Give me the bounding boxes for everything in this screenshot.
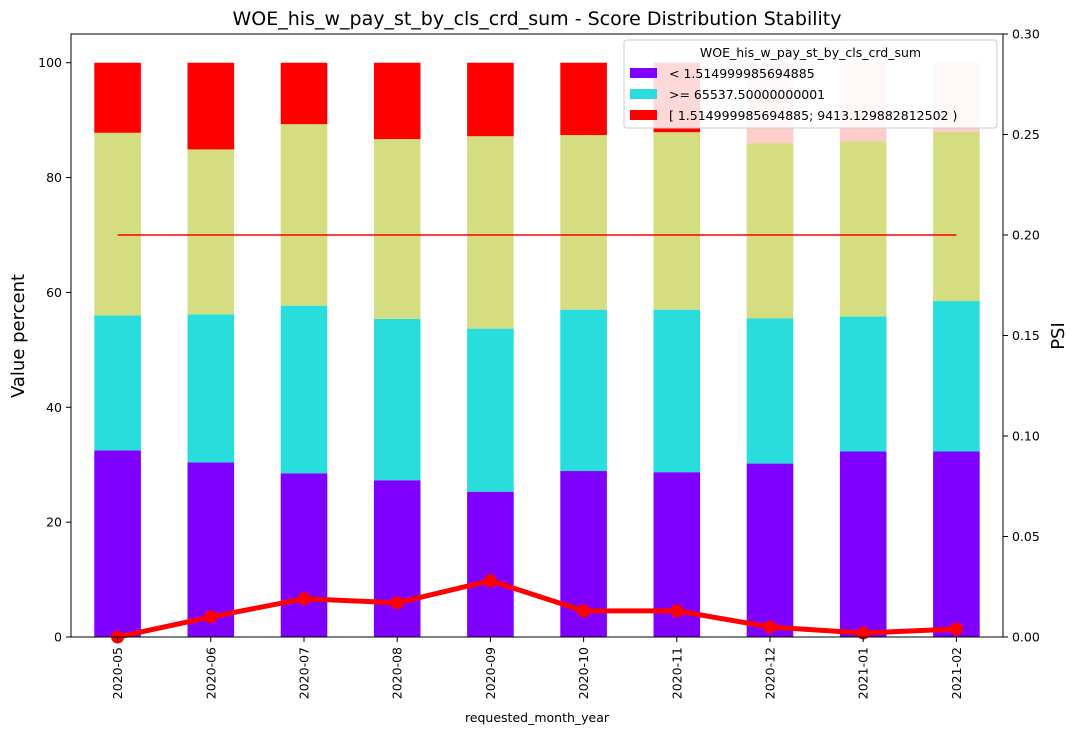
x-tick-label-2020-10: 2020-10 xyxy=(576,647,591,699)
bar-segment-2020-06-s1 xyxy=(187,314,235,463)
bar-segment-2020-06-s0 xyxy=(187,462,235,637)
y2-axis-label: PSI xyxy=(1048,322,1069,350)
x-axis: 2020-05 2020-06 2020-07 2020-08 2020-09 2020-… xyxy=(110,637,964,699)
bar-segment-2020-06-s3 xyxy=(187,62,235,150)
bar-segment-2020-05-s0 xyxy=(94,450,141,637)
bar-segment-2020-10-s2 xyxy=(560,135,607,310)
x-tick-label-2020-07: 2020-07 xyxy=(297,647,312,699)
y-tick-label-60: 60 xyxy=(46,285,62,300)
bar-segment-2020-08-s2 xyxy=(373,139,421,319)
legend-swatch-0 xyxy=(630,68,657,78)
lines-layer xyxy=(111,234,963,644)
bar-segment-2020-09-s0 xyxy=(467,491,514,637)
legend-swatch-1 xyxy=(630,89,657,99)
legend-label-2: [ 1.514999985694885; 9413.129882812502 ) xyxy=(669,108,957,123)
psi-point-2021-02 xyxy=(949,622,963,636)
legend-label-0: < 1.514999985694885 xyxy=(669,66,815,81)
psi-point-2020-10 xyxy=(577,604,591,618)
y-tick-label-100: 100 xyxy=(38,55,62,70)
bar-segment-2020-12-s1 xyxy=(746,318,794,464)
y-tick-label-0: 0 xyxy=(54,630,62,645)
legend-title: WOE_his_w_pay_st_by_cls_crd_sum xyxy=(700,45,921,60)
x-tick-label-2020-08: 2020-08 xyxy=(390,647,405,699)
bar-segment-2020-07-s2 xyxy=(280,124,328,306)
legend-label-1: >= 65537.50000000001 xyxy=(669,87,825,102)
x-tick-label-2020-05: 2020-05 xyxy=(110,647,125,699)
bar-segment-2020-07-s3 xyxy=(280,62,328,125)
bar-segment-2020-09-s3 xyxy=(467,62,514,137)
bar-segment-2020-12-s2 xyxy=(746,143,794,319)
x-axis-label: requested_month_year xyxy=(465,710,610,725)
y-tick-label-80: 80 xyxy=(46,170,62,185)
x-tick-label-2020-06: 2020-06 xyxy=(203,647,218,699)
psi-point-2020-12 xyxy=(763,620,777,634)
legend-swatch-2 xyxy=(630,110,657,120)
y2-tick-label-0.25: 0.25 xyxy=(1012,127,1040,142)
bar-segment-2020-11-s2 xyxy=(653,132,701,310)
y-tick-label-40: 40 xyxy=(46,400,62,415)
bar-segment-2020-08-s3 xyxy=(373,62,421,140)
bar-segment-2020-10-s1 xyxy=(560,309,607,472)
bar-segment-2020-05-s1 xyxy=(94,315,141,451)
legend: WOE_his_w_pay_st_by_cls_crd_sum < 1.51499… xyxy=(623,39,998,129)
left-axis: 0 20 40 60 80 100 xyxy=(38,55,71,645)
bar-segment-2020-09-s2 xyxy=(467,136,514,329)
bar-segment-2021-02-s0 xyxy=(933,451,980,637)
bar-segment-2020-11-s1 xyxy=(653,309,701,473)
bar-segment-2020-08-s1 xyxy=(373,318,421,481)
psi-line xyxy=(117,578,957,640)
psi-point-2020-09 xyxy=(483,574,497,588)
bar-segment-2020-10-s3 xyxy=(560,62,607,136)
bar-segment-2020-12-s0 xyxy=(746,463,794,637)
chart-title: WOE_his_w_pay_st_by_cls_crd_sum - Score … xyxy=(233,8,842,30)
right-axis: 0.00 0.05 0.10 0.15 0.20 0.25 0.30 xyxy=(1003,27,1040,645)
bar-segment-2021-01-s1 xyxy=(839,316,887,452)
bar-segment-2020-07-s0 xyxy=(280,473,328,637)
legend-box xyxy=(623,39,998,129)
x-tick-label-2021-01: 2021-01 xyxy=(856,647,871,699)
x-tick-label-2021-02: 2021-02 xyxy=(949,647,964,699)
psi-point-2021-01 xyxy=(856,626,870,640)
bar-segment-2020-09-s1 xyxy=(467,328,514,492)
bar-segment-2020-05-s2 xyxy=(94,132,141,316)
y2-tick-label-0.20: 0.20 xyxy=(1012,228,1040,243)
x-tick-label-2020-11: 2020-11 xyxy=(669,647,684,699)
y-axis-label: Value percent xyxy=(8,274,29,398)
y-tick-label-20: 20 xyxy=(46,515,62,530)
psi-point-2020-07 xyxy=(297,592,311,606)
bars-layer xyxy=(94,62,980,637)
y2-tick-label-0.00: 0.00 xyxy=(1012,630,1040,645)
psi-point-2020-11 xyxy=(670,604,684,618)
bar-segment-2021-02-s1 xyxy=(933,301,980,452)
bar-segment-2021-01-s2 xyxy=(839,141,887,317)
psi-point-2020-06 xyxy=(204,610,218,624)
y2-tick-label-0.10: 0.10 xyxy=(1012,429,1040,444)
bar-segment-2021-02-s2 xyxy=(933,131,980,302)
bar-segment-2020-05-s3 xyxy=(94,62,141,133)
bar-segment-2020-06-s2 xyxy=(187,149,235,315)
bar-segment-2020-08-s0 xyxy=(373,480,421,637)
x-tick-label-2020-09: 2020-09 xyxy=(483,647,498,699)
psi-point-2020-08 xyxy=(390,596,404,610)
y2-tick-label-0.30: 0.30 xyxy=(1012,27,1040,42)
x-tick-label-2020-12: 2020-12 xyxy=(763,647,778,699)
y2-tick-label-0.15: 0.15 xyxy=(1012,328,1040,343)
y2-tick-label-0.05: 0.05 xyxy=(1012,529,1040,544)
bar-segment-2021-01-s0 xyxy=(839,451,887,637)
bar-segment-2020-07-s1 xyxy=(280,305,328,474)
